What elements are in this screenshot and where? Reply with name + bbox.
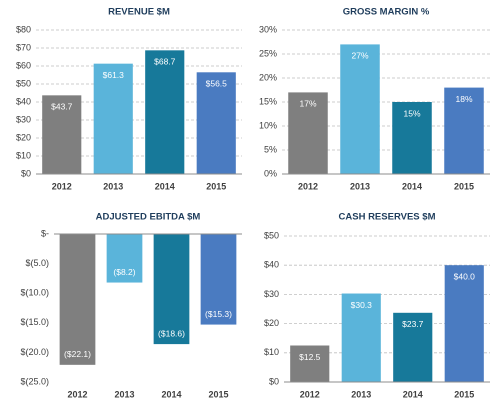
y-tick-label: $20 <box>16 132 31 142</box>
y-tick-label: 10% <box>259 120 277 130</box>
value-label: ($18.6) <box>158 328 185 338</box>
value-label: $61.3 <box>103 70 125 80</box>
y-tick-label: $50 <box>264 230 279 240</box>
x-tick-label: 2013 <box>350 181 370 191</box>
x-tick-label: 2013 <box>103 181 123 191</box>
x-tick-label: 2015 <box>454 181 474 191</box>
value-label: $56.5 <box>206 79 228 89</box>
y-tick-label: 30% <box>259 24 277 34</box>
bar <box>145 50 185 175</box>
bar <box>42 95 82 174</box>
bar <box>290 345 330 382</box>
value-label: 18% <box>455 94 472 104</box>
y-tick-label: $(25.0) <box>20 376 49 386</box>
bar <box>444 265 484 382</box>
chart-title: CASH RESERVES $M <box>339 212 436 223</box>
x-tick-label: 2014 <box>403 389 423 399</box>
y-tick-label: 5% <box>264 144 277 154</box>
y-tick-label: $10 <box>16 150 31 160</box>
bar <box>200 234 237 325</box>
bar <box>341 293 381 382</box>
x-tick-label: 2014 <box>155 181 175 191</box>
x-tick-label: 2014 <box>161 389 181 399</box>
x-tick-label: 2012 <box>300 389 320 399</box>
y-tick-label: 20% <box>259 72 277 82</box>
bar <box>196 72 236 174</box>
y-tick-label: $(15.0) <box>20 317 49 327</box>
bar <box>393 312 433 382</box>
y-tick-label: $30 <box>264 289 279 299</box>
value-label: $30.3 <box>351 300 373 310</box>
x-tick-label: 2015 <box>208 389 228 399</box>
y-tick-label: $60 <box>16 60 31 70</box>
y-tick-label: $70 <box>16 42 31 52</box>
y-tick-label: $40 <box>264 260 279 270</box>
y-tick-label: $20 <box>264 318 279 328</box>
x-tick-label: 2015 <box>206 181 226 191</box>
value-label: ($22.1) <box>64 349 91 359</box>
y-tick-label: 25% <box>259 48 277 58</box>
y-tick-label: 15% <box>259 96 277 106</box>
bar <box>392 102 432 174</box>
bar <box>93 63 133 174</box>
x-tick-label: 2013 <box>114 389 134 399</box>
bar <box>106 234 143 283</box>
y-tick-label: $50 <box>16 78 31 88</box>
bar <box>153 234 190 345</box>
y-tick-label: $30 <box>16 114 31 124</box>
y-tick-label: $- <box>41 228 49 238</box>
value-label: ($15.3) <box>205 309 232 319</box>
chart-title: REVENUE $M <box>108 7 170 18</box>
x-tick-label: 2013 <box>351 389 371 399</box>
y-tick-label: $0 <box>21 168 31 178</box>
bar <box>444 87 484 174</box>
y-tick-label: $10 <box>264 347 279 357</box>
value-label: $43.7 <box>51 102 73 112</box>
value-label: $23.7 <box>402 319 424 329</box>
y-tick-label: $(10.0) <box>20 288 49 298</box>
y-tick-label: $0 <box>269 376 279 386</box>
x-tick-label: 2015 <box>454 389 474 399</box>
value-label: $40.0 <box>454 271 476 281</box>
value-label: 17% <box>299 99 316 109</box>
value-label: 27% <box>351 51 368 61</box>
bar <box>59 234 96 365</box>
chart-title: ADJUSTED EBITDA $M <box>96 212 201 223</box>
value-label: $68.7 <box>154 57 176 67</box>
y-tick-label: $(20.0) <box>20 347 49 357</box>
x-tick-label: 2014 <box>402 181 422 191</box>
y-tick-label: 0% <box>264 168 277 178</box>
y-tick-label: $40 <box>16 96 31 106</box>
x-tick-label: 2012 <box>67 389 87 399</box>
y-tick-label: $(5.0) <box>25 258 49 268</box>
value-label: ($8.2) <box>113 267 135 277</box>
bar <box>288 92 328 174</box>
x-tick-label: 2012 <box>298 181 318 191</box>
value-label: 15% <box>403 108 420 118</box>
y-tick-label: $80 <box>16 24 31 34</box>
bar <box>340 44 380 175</box>
chart-title: GROSS MARGIN % <box>343 7 430 18</box>
x-tick-label: 2012 <box>52 181 72 191</box>
value-label: $12.5 <box>299 352 321 362</box>
